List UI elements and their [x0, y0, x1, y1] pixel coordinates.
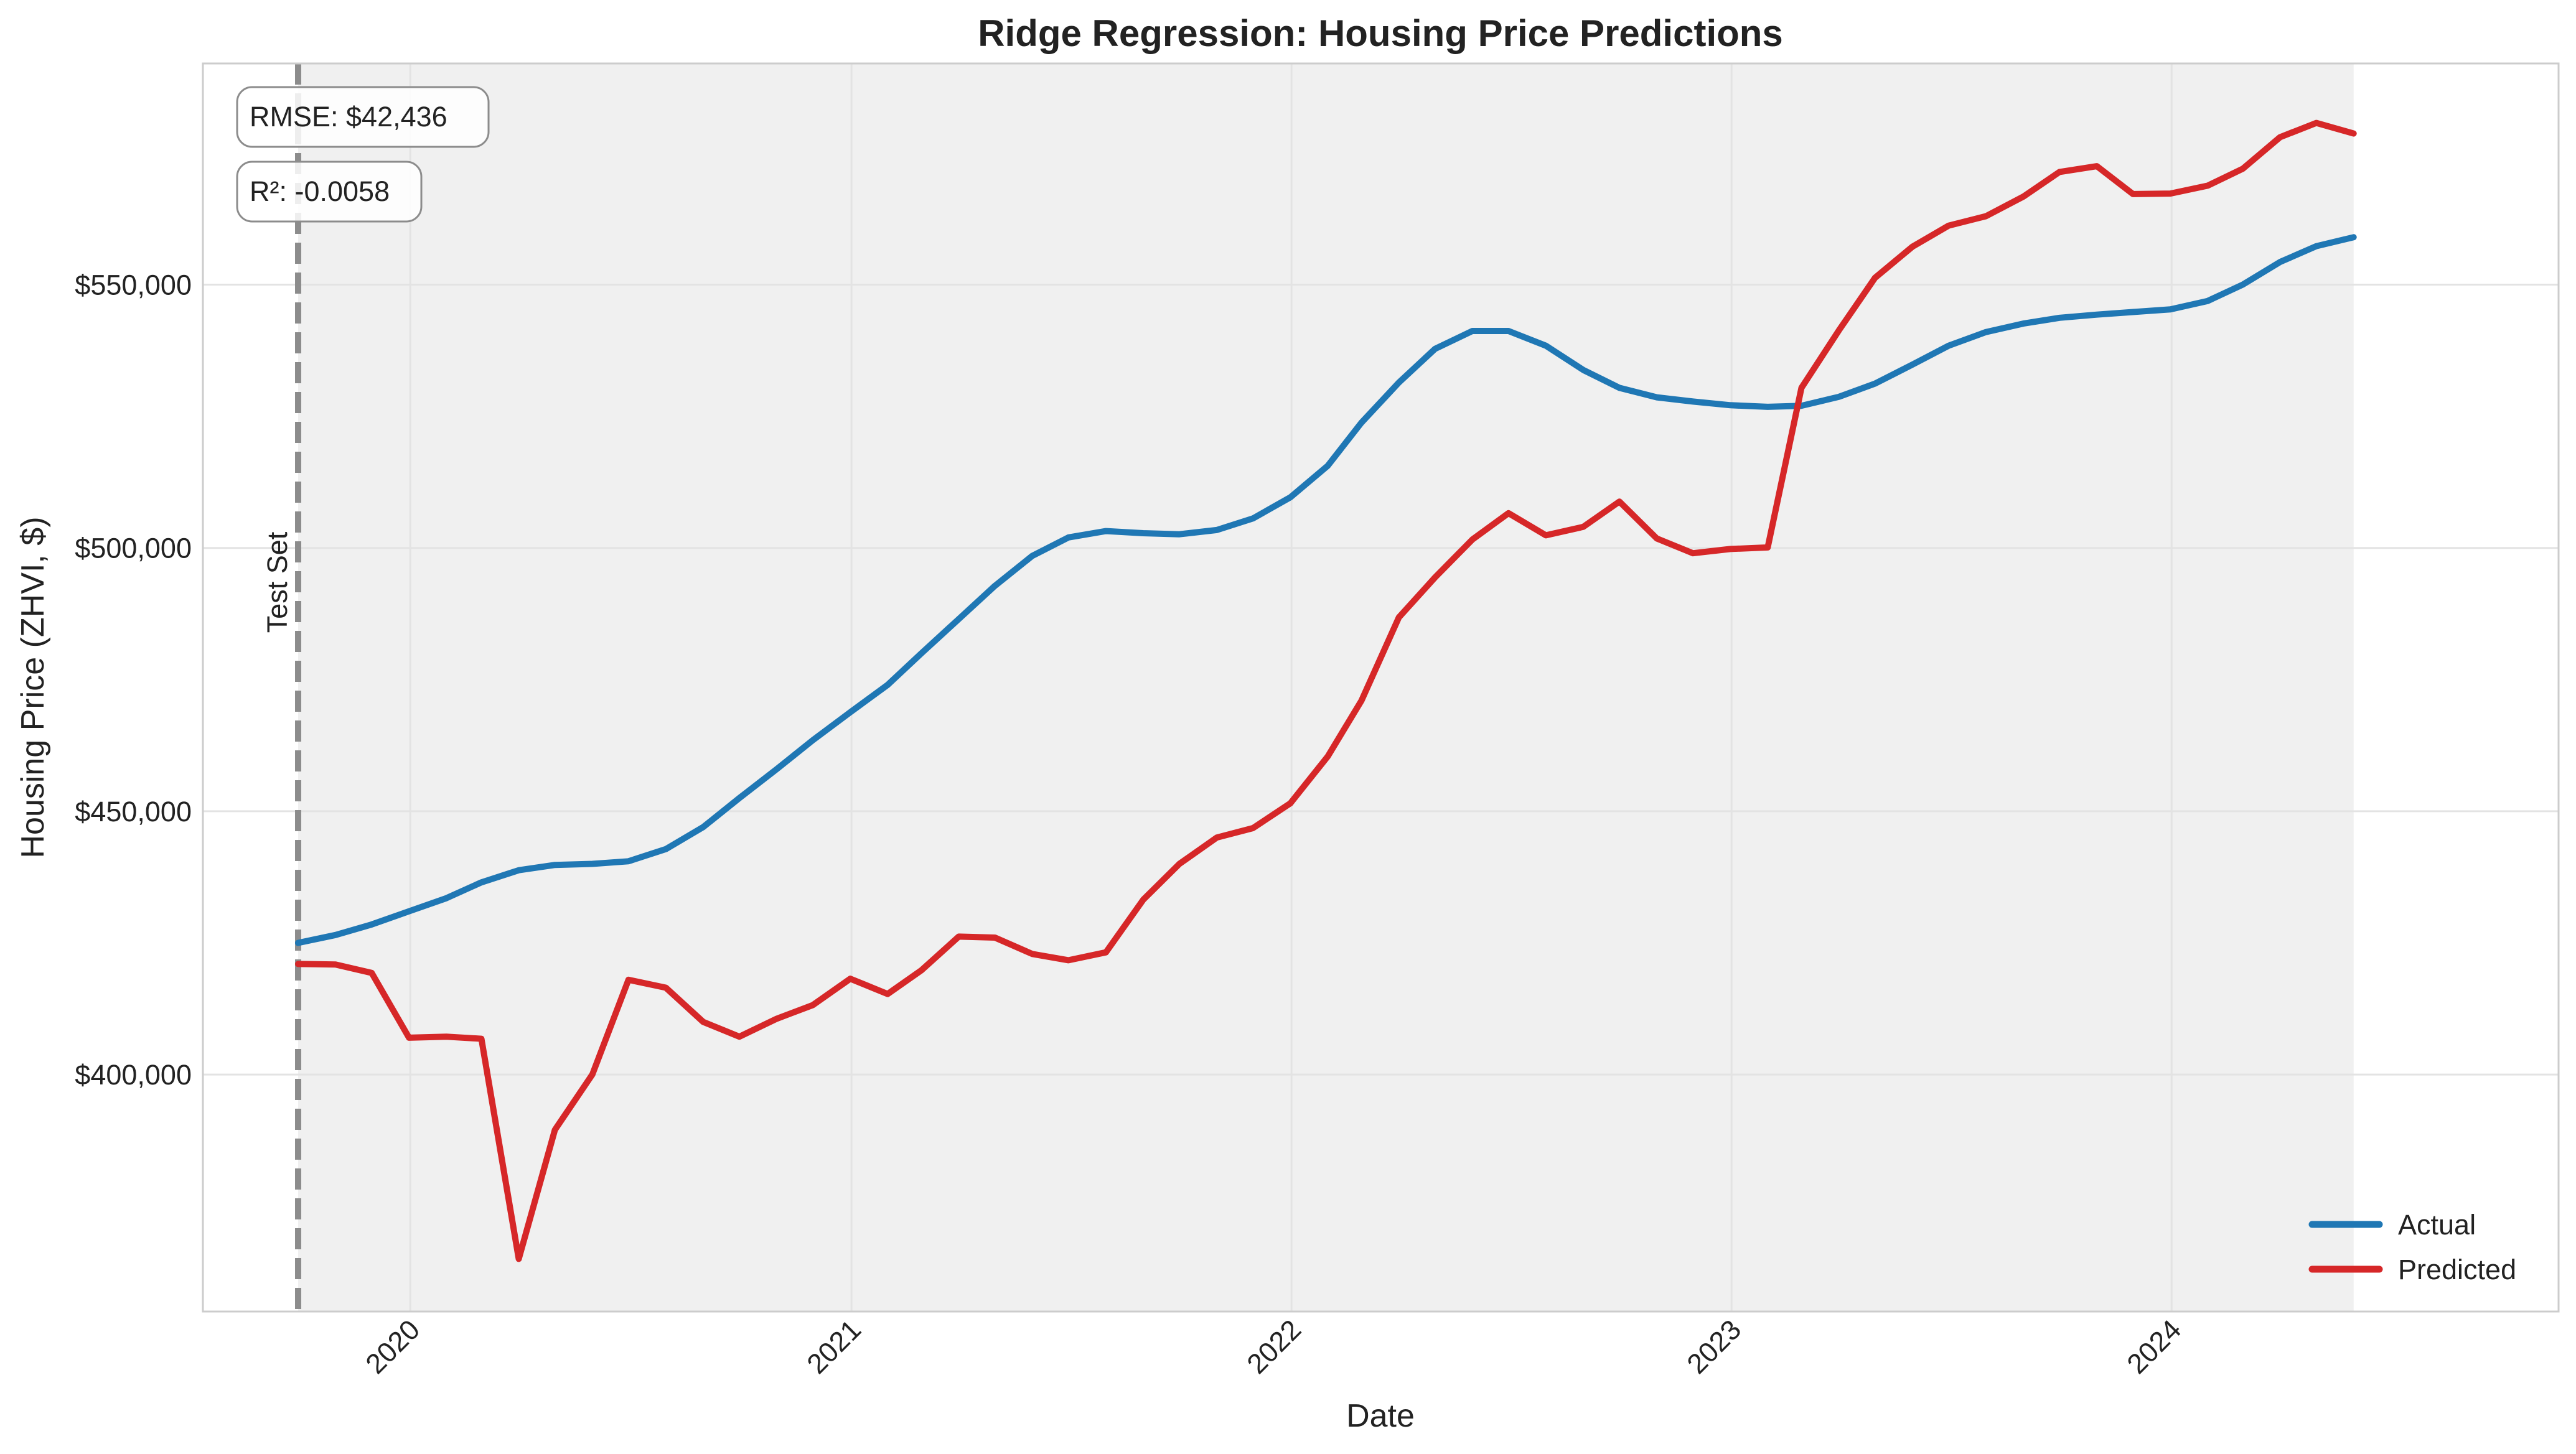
rmse-box	[236, 86, 490, 148]
y-tick-labels: $400,000 $450,000 $500,000 $550,000	[75, 269, 192, 1091]
r2-annotation: R²: -0.0058	[236, 161, 423, 223]
x-tick-label: 2022	[1240, 1313, 1307, 1380]
x-tick-label: 2020	[359, 1313, 426, 1380]
series-layer	[295, 119, 2357, 1262]
x-tick-label: 2023	[1680, 1313, 1747, 1380]
r2-box	[236, 161, 423, 223]
series-line-actual	[295, 234, 2357, 946]
test-set-region	[298, 63, 2354, 1312]
legend: Actual Predicted	[2308, 1209, 2516, 1285]
r2-text: R²: -0.0058	[250, 175, 390, 207]
y-axis-label: Housing Price (ZHVI, $)	[15, 516, 51, 858]
x-tick-label: 2024	[2120, 1313, 2187, 1380]
chart-title: Ridge Regression: Housing Price Predicti…	[978, 12, 1783, 54]
y-tick-label: $400,000	[75, 1059, 192, 1091]
x-tick-label: 2021	[800, 1313, 867, 1380]
y-tick-label: $550,000	[75, 269, 192, 301]
rmse-text: RMSE: $42,436	[250, 101, 447, 133]
y-tick-label: $500,000	[75, 533, 192, 564]
rmse-annotation: RMSE: $42,436	[236, 86, 490, 148]
test-set-label: Test Set	[261, 531, 293, 633]
plot-frame	[202, 62, 2560, 1313]
x-tick-labels: 2020 2021 2022 2023 2024	[359, 1313, 2187, 1380]
y-tick-label: $450,000	[75, 796, 192, 827]
x-axis-label: Date	[1346, 1398, 1415, 1434]
legend-label-predicted: Predicted	[2398, 1254, 2516, 1285]
legend-label-actual: Actual	[2398, 1209, 2476, 1241]
series-line-predicted	[295, 119, 2357, 1262]
